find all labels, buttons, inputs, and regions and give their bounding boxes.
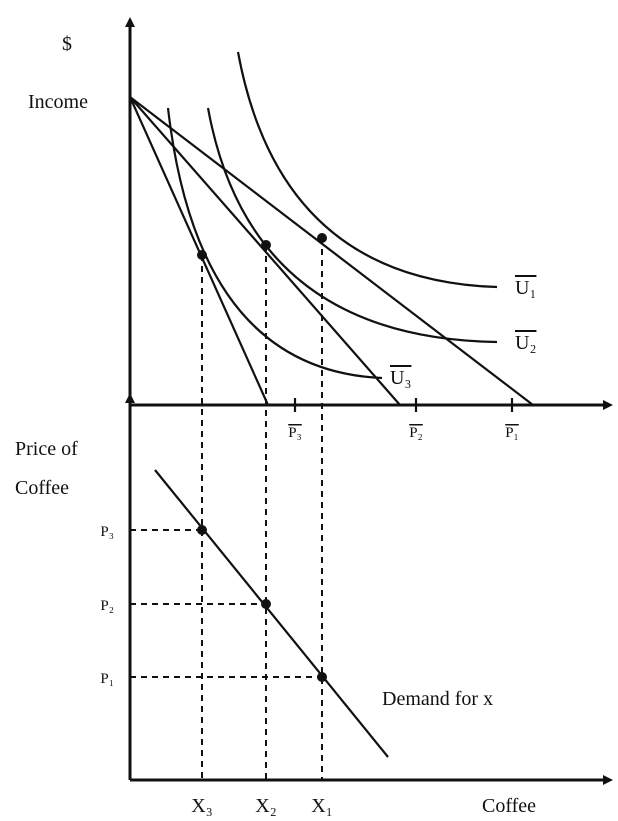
demand-point: [197, 525, 207, 535]
quantity-label: X₃: [191, 795, 212, 817]
indifference-curve: [166, 107, 383, 380]
curve-label: U₁: [515, 277, 536, 299]
income-label: Income: [28, 91, 88, 113]
intercept-label: P₃: [288, 425, 302, 441]
demand-point: [261, 599, 271, 609]
y-label: $: [62, 33, 72, 55]
budget-line: [129, 96, 534, 406]
tangency-point: [197, 250, 207, 260]
curve-label: U₃: [390, 367, 411, 389]
price-label: P₃: [100, 524, 114, 540]
indifference-curve: [236, 51, 498, 289]
demand-point: [317, 672, 327, 682]
quantity-label: X₁: [311, 795, 332, 817]
x-label: Coffee: [482, 795, 536, 817]
demand-line: [154, 469, 389, 758]
intercept-label: P₂: [409, 425, 423, 441]
indifference-curve: [206, 107, 498, 344]
price-label: P₁: [100, 671, 114, 687]
curve-label: U₂: [515, 332, 536, 354]
tangency-point: [261, 240, 271, 250]
y-label: Coffee: [15, 477, 69, 499]
tangency-point: [317, 233, 327, 243]
intercept-label: P₁: [505, 425, 519, 441]
demand-label: Demand for x: [382, 688, 493, 710]
quantity-label: X₂: [255, 795, 276, 817]
y-label: Price of: [15, 438, 78, 460]
price-label: P₂: [100, 598, 114, 614]
